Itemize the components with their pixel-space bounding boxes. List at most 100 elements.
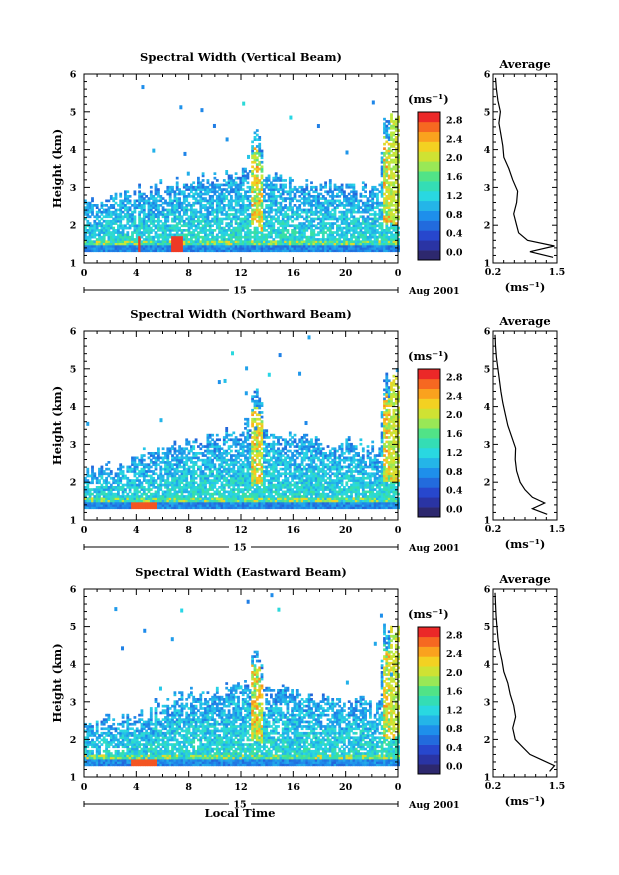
heatmap-cell <box>161 495 165 498</box>
heatmap-cell <box>154 208 158 212</box>
heatmap-cell <box>157 204 160 207</box>
heatmap-cell <box>171 206 174 209</box>
heatmap-cell <box>392 190 396 194</box>
heatmap-cell <box>279 206 283 209</box>
heatmap-cell <box>364 183 367 187</box>
heatmap-cell <box>112 197 116 200</box>
heatmap-cell <box>270 208 273 212</box>
heatmap-cell <box>117 506 120 510</box>
heatmap-cell <box>213 217 217 221</box>
heatmap-cell <box>397 233 400 237</box>
heatmap-cell <box>192 195 196 198</box>
heatmap-cell <box>260 188 264 191</box>
heatmap-cell <box>383 142 386 146</box>
heatmap-cell <box>159 224 163 228</box>
heatmap-cell <box>218 217 221 221</box>
heatmap-cell <box>107 231 111 234</box>
heatmap-cell <box>166 201 170 205</box>
heatmap-cell <box>98 240 101 243</box>
heatmap-cell <box>376 229 379 232</box>
heatmap-cell <box>100 470 104 473</box>
heatmap-cell <box>385 213 389 216</box>
heatmap-cell <box>371 233 375 237</box>
heatmap-cell <box>258 242 262 246</box>
heatmap-cell <box>227 215 231 219</box>
heatmap-cell <box>397 142 400 146</box>
heatmap-cell <box>187 247 191 250</box>
heatmap-cell <box>392 124 396 128</box>
heatmap-cell <box>265 199 269 203</box>
heatmap-cell <box>147 201 151 205</box>
heatmap-cell <box>215 217 219 221</box>
heatmap-cell <box>142 458 146 462</box>
heatmap-cell <box>361 181 365 185</box>
heatmap-cell <box>86 247 90 250</box>
heatmap-cell <box>336 206 339 209</box>
heatmap-cell <box>166 456 170 460</box>
heatmap-cell <box>331 231 335 234</box>
heatmap-cell <box>131 456 134 460</box>
heatmap-cell <box>126 467 130 471</box>
heatmap-cell <box>107 199 111 203</box>
heatmap-cell <box>91 474 94 478</box>
heatmap-cell <box>260 170 264 173</box>
heatmap-cell <box>208 210 212 214</box>
heatmap-cell <box>263 249 266 253</box>
heatmap-cell <box>394 122 398 126</box>
heatmap-cell <box>124 240 127 243</box>
heatmap-cell <box>161 224 165 228</box>
heatmap-cell <box>234 229 238 232</box>
heatmap-cell <box>291 240 294 243</box>
heatmap-cell <box>387 215 391 219</box>
heatmap-cell <box>270 181 273 185</box>
heatmap-cell <box>194 463 198 466</box>
heatmap-cell <box>88 249 92 253</box>
heatmap-cell <box>126 465 130 469</box>
heatmap-cell <box>135 224 139 228</box>
heatmap-cell <box>295 199 299 203</box>
heatmap-cell <box>340 226 344 230</box>
heatmap-cell <box>84 479 87 482</box>
heatmap-cell <box>220 201 224 205</box>
heatmap-cell <box>124 238 127 241</box>
heatmap-cell <box>140 217 144 221</box>
heatmap-cell <box>192 204 196 207</box>
heatmap-cell <box>138 235 141 239</box>
heatmap-cell <box>234 454 238 457</box>
heatmap-cell <box>187 470 191 473</box>
heatmap-cell <box>298 249 302 253</box>
heatmap-cell <box>109 476 113 480</box>
heatmap-cell <box>387 197 391 200</box>
heatmap-cell <box>171 238 174 241</box>
heatmap-cell <box>126 483 130 487</box>
heatmap-cell <box>357 224 360 228</box>
heatmap-cell <box>364 224 367 228</box>
heatmap-cell <box>328 185 332 189</box>
heatmap-cell <box>109 206 113 209</box>
heatmap-cell <box>128 501 132 505</box>
heatmap-cell <box>171 495 174 498</box>
heatmap-cell <box>98 231 101 234</box>
heatmap-cell <box>135 476 139 480</box>
heatmap-cell <box>166 501 170 505</box>
heatmap-cell <box>168 240 172 243</box>
heatmap-cell <box>222 499 226 503</box>
heatmap-cell <box>218 224 221 228</box>
heatmap-cell <box>286 224 290 228</box>
heatmap-cell <box>213 240 217 243</box>
heatmap-cell <box>102 244 106 248</box>
heatmap-cell <box>91 197 94 200</box>
heatmap-cell <box>260 204 264 207</box>
heatmap-cell <box>270 204 273 207</box>
heatmap-cell <box>380 235 384 239</box>
heatmap-cell <box>300 188 304 191</box>
heatmap-cell <box>272 224 276 228</box>
heatmap-cell <box>197 235 200 239</box>
heatmap-cell <box>117 238 120 241</box>
heatmap-cell <box>194 233 198 237</box>
heatmap-cell <box>359 247 363 250</box>
heatmap-cell <box>171 476 174 480</box>
heatmap-cell <box>317 217 320 221</box>
heatmap-cell <box>328 181 332 185</box>
heatmap-cell <box>234 436 238 439</box>
